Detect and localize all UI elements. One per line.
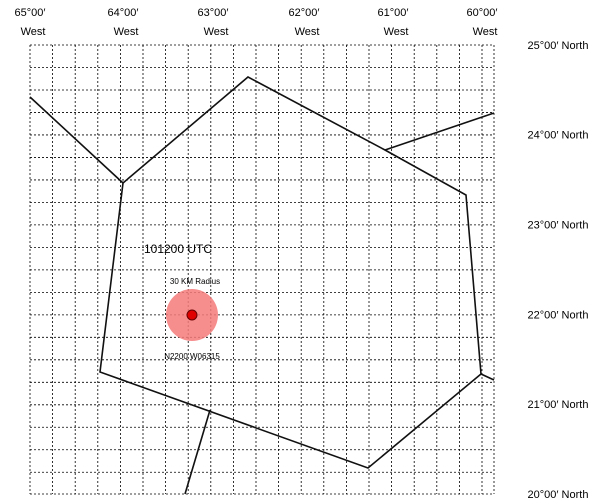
latitude-label: 25°00′ North [528,40,589,52]
longitude-degrees: 62°00′ [289,7,320,19]
storm-center [186,309,198,321]
latitude-label: 21°00′ North [528,399,589,411]
longitude-direction: West [114,26,139,38]
boundary-branch [384,112,495,151]
grid [29,44,495,495]
longitude-direction: West [204,26,229,38]
longitude-degrees: 64°00′ [108,7,139,19]
longitude-direction: West [21,26,46,38]
longitude-direction: West [384,26,409,38]
boundary-branch [184,409,211,495]
longitude-degrees: 65°00′ [15,7,46,19]
latitude-label: 24°00′ North [528,130,589,142]
position-label: N2200 W06315 [164,352,220,361]
latitude-label: 20°00′ North [528,489,589,501]
latitude-label: 23°00′ North [528,220,589,232]
longitude-direction: West [473,26,498,38]
boundary [29,76,482,469]
longitude-degrees: 63°00′ [198,7,229,19]
boundary-branch [480,373,495,381]
storm-time: 101200 UTC [144,242,212,256]
longitude-degrees: 60°00′ [467,7,498,19]
longitude-direction: West [295,26,320,38]
radius-label: 30 KM Radius [170,277,220,286]
latitude-label: 22°00′ North [528,309,589,321]
longitude-degrees: 61°00′ [378,7,409,19]
